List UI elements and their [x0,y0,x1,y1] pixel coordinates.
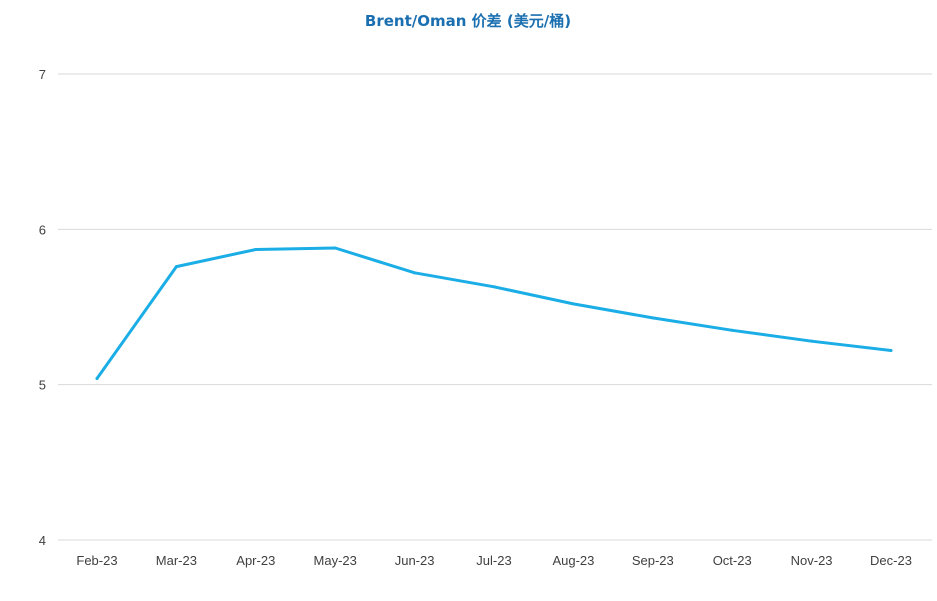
data-point [810,339,814,343]
x-tick-label: Aug-23 [552,553,594,568]
data-point [889,348,893,352]
y-tick-label: 5 [39,378,46,393]
data-point [571,302,575,306]
series-line-0 [95,246,893,380]
x-tick-label: Jun-23 [395,553,435,568]
data-point [254,248,258,252]
data-point [174,265,178,269]
data-point [651,316,655,320]
x-tick-label: Dec-23 [870,553,912,568]
x-axis-tick-labels: Feb-23 Mar-23 Apr-23 May-23 Jun-23 Jul-23 Aug-… [76,553,912,568]
y-tick-label: 6 [39,222,46,237]
y-axis-tick-labels: 4 5 6 7 [39,67,46,548]
y-tick-label: 4 [39,533,46,548]
x-tick-label: Oct-23 [713,553,752,568]
data-point [95,376,99,380]
gridlines [58,73,932,541]
x-tick-label: Mar-23 [156,553,197,568]
data-point [333,246,337,250]
x-tick-label: Nov-23 [791,553,833,568]
x-tick-label: Jul-23 [476,553,511,568]
y-tick-label: 7 [39,67,46,82]
x-tick-label: Sep-23 [632,553,674,568]
data-point [492,285,496,289]
data-point [413,271,417,275]
x-tick-label: Apr-23 [236,553,275,568]
x-tick-label: May-23 [314,553,357,568]
data-point [730,328,734,332]
series-layer [95,246,893,380]
x-tick-label: Feb-23 [76,553,117,568]
chart-title: Brent/Oman 价差 (美元/桶) [365,12,571,30]
